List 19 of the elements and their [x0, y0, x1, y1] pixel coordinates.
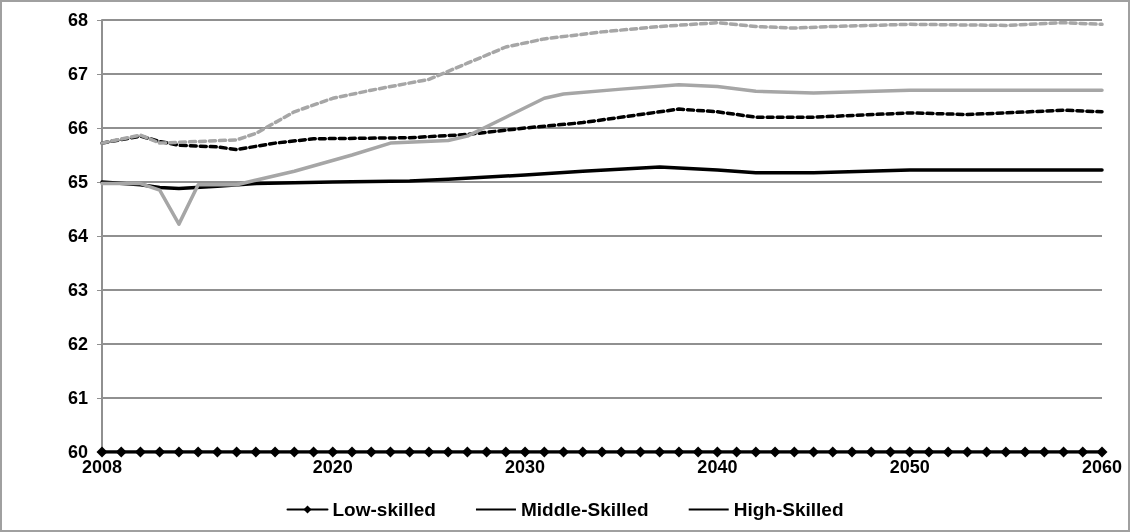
x-tick-label: 2060	[1081, 457, 1123, 477]
y-tick-label: 63	[67, 280, 88, 300]
legend-label: Low-skilled	[332, 499, 436, 520]
y-tick-label: 61	[67, 388, 88, 408]
y-tick-label: 68	[67, 10, 88, 30]
x-tick-label: 2040	[697, 457, 738, 477]
y-tick-label: 62	[67, 334, 88, 354]
legend-label: Middle-Skilled	[520, 499, 649, 520]
x-tick-label: 2008	[81, 457, 123, 477]
y-tick-label: 66	[67, 118, 88, 138]
legend-label: High-Skilled	[733, 499, 844, 520]
x-tick-label: 2020	[312, 457, 353, 477]
y-tick-label: 64	[67, 226, 88, 246]
x-tick-label: 2050	[889, 457, 930, 477]
y-tick-label: 67	[67, 64, 88, 84]
line-series	[100, 83, 1104, 226]
x-tick-label: 2030	[505, 457, 546, 477]
line-series	[100, 165, 1104, 191]
y-tick-label: 65	[67, 172, 88, 192]
